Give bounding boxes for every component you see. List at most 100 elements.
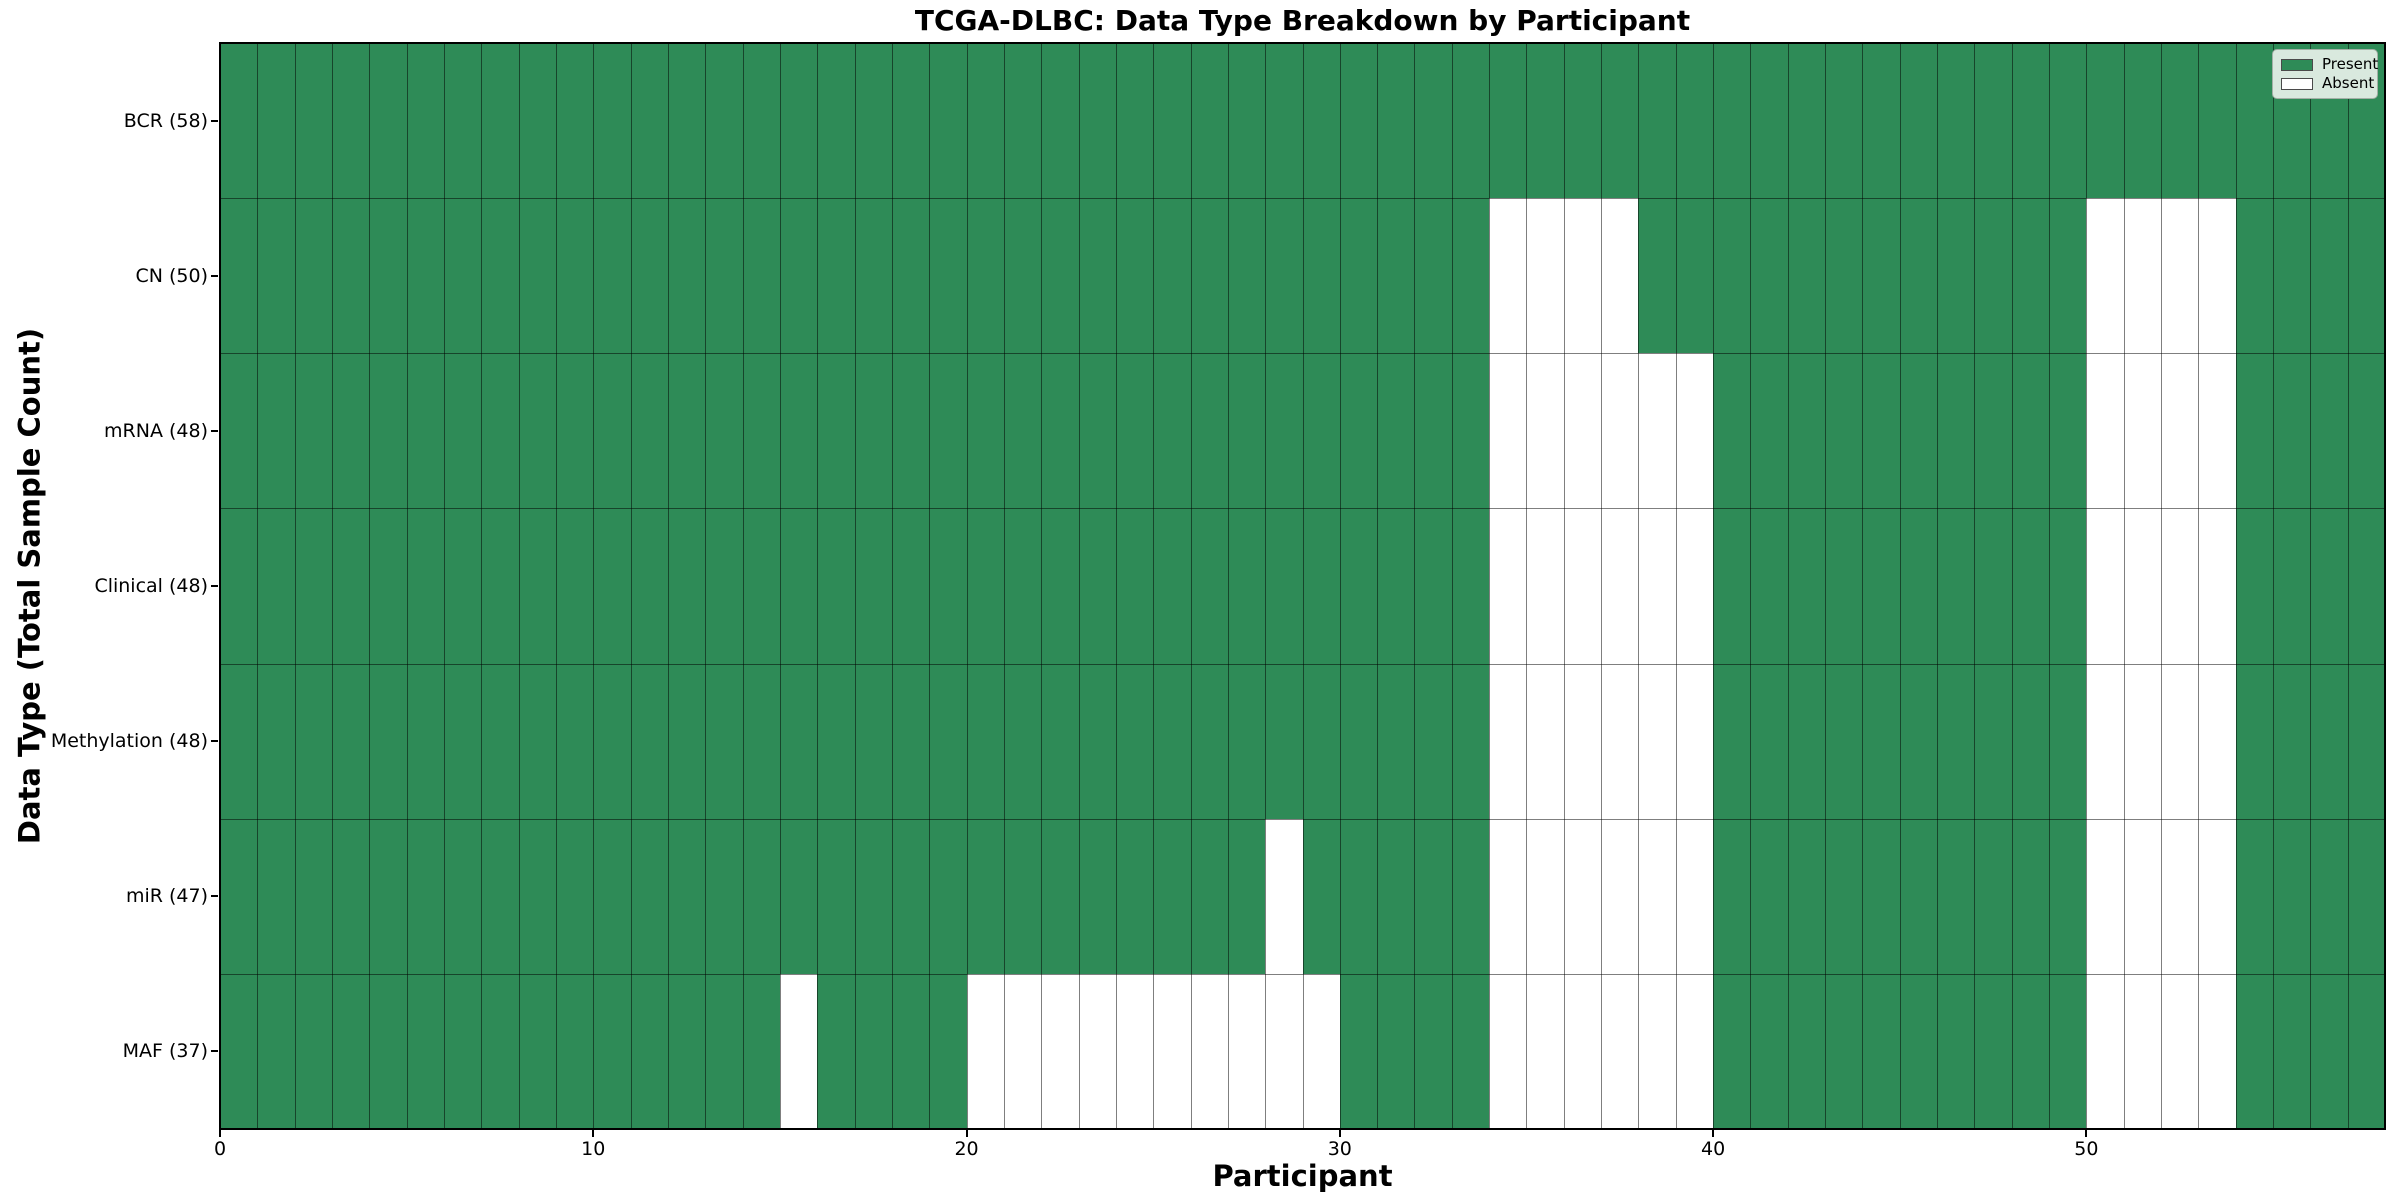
matrix-cell <box>1638 43 1677 199</box>
x-tick-label: 30 <box>1327 1138 1352 1160</box>
matrix-cell <box>1153 663 1191 820</box>
matrix-cell <box>481 663 520 820</box>
matrix-cell <box>1675 663 1714 820</box>
matrix-cell <box>891 43 930 199</box>
matrix-cell <box>929 198 968 354</box>
matrix-cell <box>2310 198 2349 354</box>
matrix-cell <box>2086 663 2125 820</box>
matrix-cell <box>2198 508 2237 665</box>
matrix-cell <box>1003 508 1042 665</box>
matrix-cell <box>2123 973 2162 1130</box>
chart-title: TCGA-DLBC: Data Type Breakdown by Partic… <box>914 4 1691 37</box>
y-tick-mark <box>211 119 218 122</box>
matrix-cell <box>1489 353 1527 509</box>
matrix-cell <box>1190 508 1229 665</box>
matrix-cell <box>2161 973 2199 1130</box>
matrix-cell <box>2049 198 2087 354</box>
matrix-cell <box>966 508 1005 665</box>
y-tick-mark <box>211 740 218 743</box>
matrix-cell <box>518 663 557 820</box>
matrix-cell <box>667 353 706 509</box>
matrix-cell <box>1787 198 1826 354</box>
matrix-cell <box>2123 43 2162 199</box>
matrix-cell <box>1414 973 1453 1130</box>
matrix-cell <box>742 353 781 509</box>
matrix-cell <box>1115 353 1154 509</box>
matrix-cell <box>1713 818 1751 975</box>
matrix-cell <box>1414 508 1453 665</box>
matrix-cell <box>966 198 1005 354</box>
matrix-cell <box>2086 198 2125 354</box>
matrix-cell <box>1377 818 1415 975</box>
matrix-cell <box>630 43 669 199</box>
matrix-cell <box>1078 198 1117 354</box>
y-tick-label: CN (50) <box>135 264 208 287</box>
matrix-cell <box>220 818 258 975</box>
matrix-cell <box>2198 818 2237 975</box>
matrix-cell <box>742 198 781 354</box>
matrix-cell <box>1302 508 1341 665</box>
matrix-cell <box>2310 508 2349 665</box>
matrix-cell <box>1825 973 1863 1130</box>
matrix-cell <box>1563 663 1602 820</box>
matrix-cell <box>705 43 744 199</box>
matrix-cell <box>667 973 706 1130</box>
matrix-cell <box>220 663 258 820</box>
matrix-cell <box>1414 198 1453 354</box>
matrix-cell <box>2123 508 2162 665</box>
matrix-cell <box>1377 43 1415 199</box>
matrix-cell <box>1227 353 1266 509</box>
matrix-cell <box>1153 198 1191 354</box>
matrix-cell <box>1713 43 1751 199</box>
matrix-cell <box>1190 43 1229 199</box>
matrix-cell <box>331 663 370 820</box>
matrix-cell <box>2161 198 2199 354</box>
plot-area <box>220 43 2386 1130</box>
x-tick-label: 50 <box>2074 1138 2099 1160</box>
matrix-cell <box>854 43 893 199</box>
matrix-cell <box>2347 198 2386 354</box>
matrix-cell <box>1265 818 1303 975</box>
matrix-cell <box>555 43 594 199</box>
matrix-cell <box>1377 663 1415 820</box>
matrix-cell <box>1937 198 1975 354</box>
matrix-cell <box>1115 663 1154 820</box>
matrix-cell <box>1003 663 1042 820</box>
matrix-cell <box>257 353 296 509</box>
matrix-cell <box>257 43 296 199</box>
matrix-cell <box>1339 973 1378 1130</box>
matrix-cell <box>2011 663 2050 820</box>
matrix-cell <box>555 353 594 509</box>
matrix-cell <box>1862 353 1901 509</box>
matrix-cell <box>294 973 333 1130</box>
matrix-cell <box>1526 818 1565 975</box>
matrix-cell <box>2161 663 2199 820</box>
matrix-cell <box>2049 43 2087 199</box>
matrix-cell <box>1638 353 1677 509</box>
matrix-cell <box>518 43 557 199</box>
matrix-cell <box>406 508 445 665</box>
matrix-cell <box>593 663 632 820</box>
matrix-cell <box>1377 508 1415 665</box>
matrix-cell <box>2273 508 2311 665</box>
matrix-cell <box>1190 353 1229 509</box>
matrix-cell <box>667 818 706 975</box>
matrix-cell <box>1750 818 1789 975</box>
matrix-cell <box>2011 198 2050 354</box>
matrix-cell <box>2347 663 2386 820</box>
matrix-cell <box>854 508 893 665</box>
matrix-cell <box>2198 43 2237 199</box>
matrix-cell <box>406 818 445 975</box>
matrix-cell <box>1414 43 1453 199</box>
matrix-cell <box>443 818 482 975</box>
matrix-cell <box>630 198 669 354</box>
matrix-cell <box>1787 353 1826 509</box>
matrix-cell <box>667 198 706 354</box>
matrix-cell <box>2235 353 2274 509</box>
matrix-cell <box>369 818 408 975</box>
matrix-cell <box>593 508 632 665</box>
matrix-cell <box>1451 508 1490 665</box>
matrix-cell <box>1563 818 1602 975</box>
y-tick-label: MAF (37) <box>122 1040 208 1063</box>
